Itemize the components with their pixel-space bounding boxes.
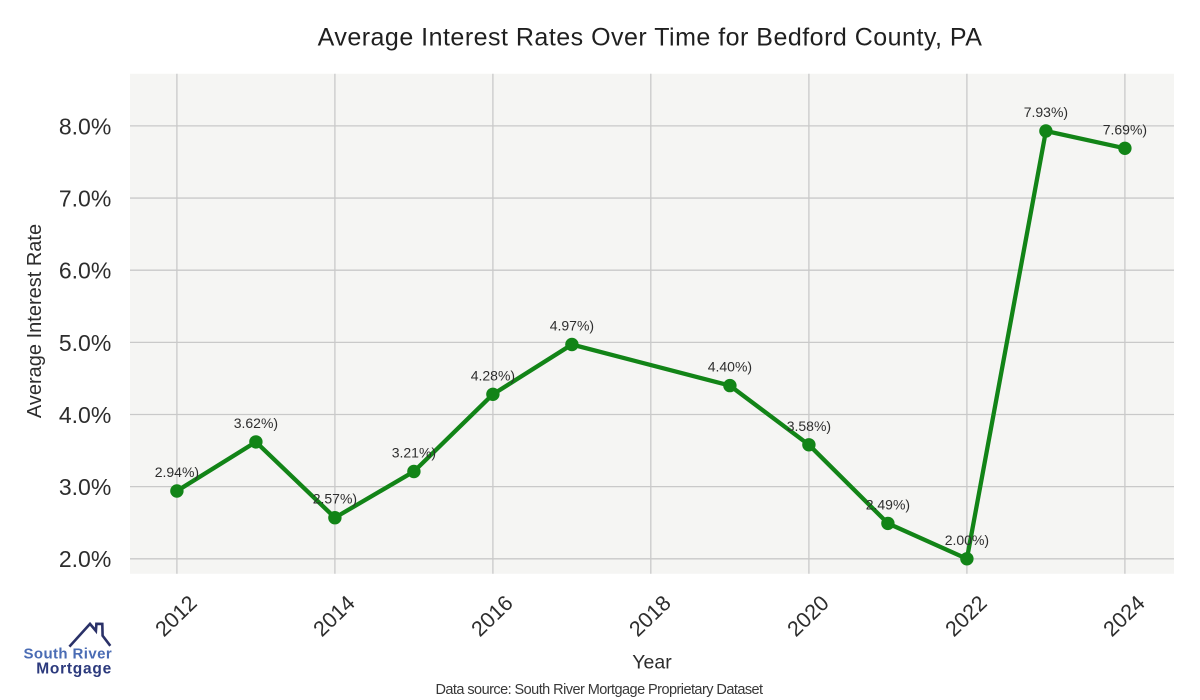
svg-text:7.93%): 7.93%)	[1024, 104, 1068, 120]
svg-text:3.0%: 3.0%	[59, 474, 111, 500]
svg-text:7.69%): 7.69%)	[1103, 121, 1147, 137]
svg-text:2020: 2020	[783, 591, 834, 642]
svg-text:3.21%): 3.21%)	[392, 445, 436, 461]
svg-text:2.94%): 2.94%)	[155, 464, 199, 480]
svg-text:Average Interest Rates Over Ti: Average Interest Rates Over Time for Bed…	[318, 23, 983, 51]
svg-text:2.0%: 2.0%	[59, 546, 111, 572]
svg-text:2022: 2022	[941, 591, 992, 641]
svg-text:South River: South River	[24, 646, 113, 663]
svg-text:7.0%: 7.0%	[59, 186, 111, 212]
svg-text:Mortgage: Mortgage	[36, 661, 112, 678]
svg-text:4.28%): 4.28%)	[471, 367, 515, 383]
svg-text:2012: 2012	[151, 591, 202, 641]
svg-text:5.0%: 5.0%	[59, 330, 111, 356]
svg-text:6.0%: 6.0%	[59, 258, 111, 284]
svg-text:2.49%): 2.49%)	[866, 496, 910, 512]
svg-text:Average Interest Rate: Average Interest Rate	[24, 224, 46, 418]
svg-text:2016: 2016	[467, 591, 518, 642]
svg-text:2.00%): 2.00%)	[945, 532, 989, 548]
svg-text:8.0%: 8.0%	[59, 113, 111, 139]
svg-text:2.57%): 2.57%)	[313, 491, 357, 507]
svg-text:3.62%): 3.62%)	[234, 415, 278, 431]
svg-text:2014: 2014	[309, 591, 360, 642]
svg-text:2024: 2024	[1099, 591, 1150, 642]
svg-text:3.58%): 3.58%)	[787, 418, 831, 434]
svg-text:2018: 2018	[625, 591, 676, 642]
svg-text:4.40%): 4.40%)	[708, 359, 752, 375]
svg-text:4.0%: 4.0%	[59, 402, 111, 428]
svg-text:4.97%): 4.97%)	[550, 318, 594, 334]
svg-text:Year: Year	[632, 652, 672, 674]
svg-text:Data source: South River Mortg: Data source: South River Mortgage Propri…	[435, 682, 763, 698]
